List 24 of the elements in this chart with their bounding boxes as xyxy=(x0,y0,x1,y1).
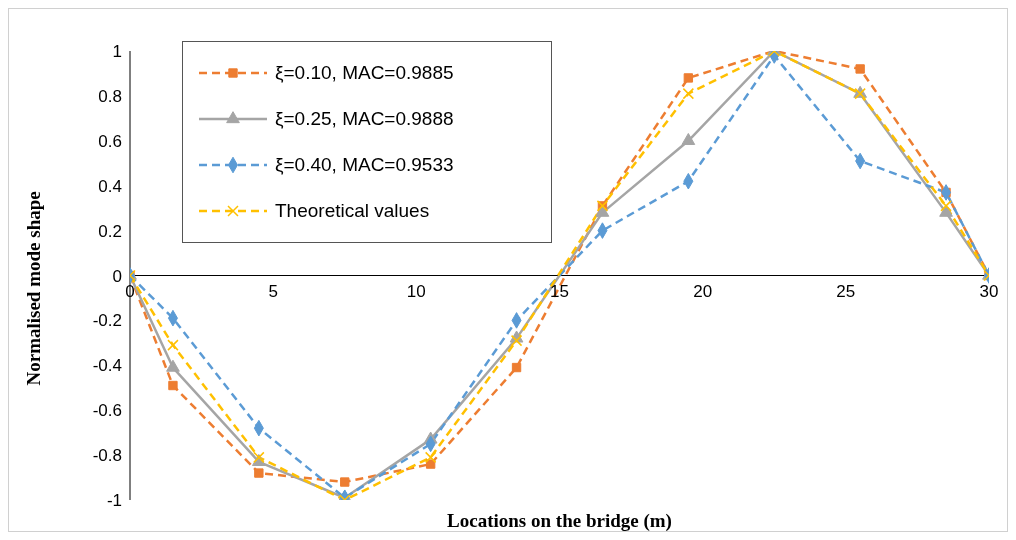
y-tick-label: 0.8 xyxy=(98,86,122,106)
x-tick-label: 15 xyxy=(550,281,569,301)
y-tick-label: -0.8 xyxy=(92,446,122,466)
legend-label: Theoretical values xyxy=(275,200,430,222)
x-tick-label: 25 xyxy=(836,281,856,301)
y-tick-label: -0.4 xyxy=(92,356,122,376)
y-tick-label: 0.2 xyxy=(98,221,122,241)
x-axis-title: Locations on the bridge (m) xyxy=(447,510,672,532)
x-tick-label: 0 xyxy=(125,281,135,301)
x-tick-label: 10 xyxy=(406,281,426,301)
y-tick-label: -0.6 xyxy=(92,401,122,421)
y-tick-label: -1 xyxy=(106,491,122,511)
y-tick-label: -0.2 xyxy=(92,311,122,331)
legend-label: ξ=0.40, MAC=0.9533 xyxy=(275,154,454,176)
x-tick-label: 30 xyxy=(979,281,999,301)
y-tick-label: 0 xyxy=(112,266,122,286)
y-tick-label: 1 xyxy=(112,42,122,62)
x-tick-label: 20 xyxy=(693,281,713,301)
y-tick-label: 0.6 xyxy=(98,131,122,151)
x-tick-label: 5 xyxy=(268,281,278,301)
legend-label: ξ=0.10, MAC=0.9885 xyxy=(275,62,454,84)
y-tick-label: 0.4 xyxy=(98,176,122,196)
y-axis-title: Normalised mode shape xyxy=(22,191,44,386)
legend-label: ξ=0.25, MAC=0.9888 xyxy=(275,108,454,130)
